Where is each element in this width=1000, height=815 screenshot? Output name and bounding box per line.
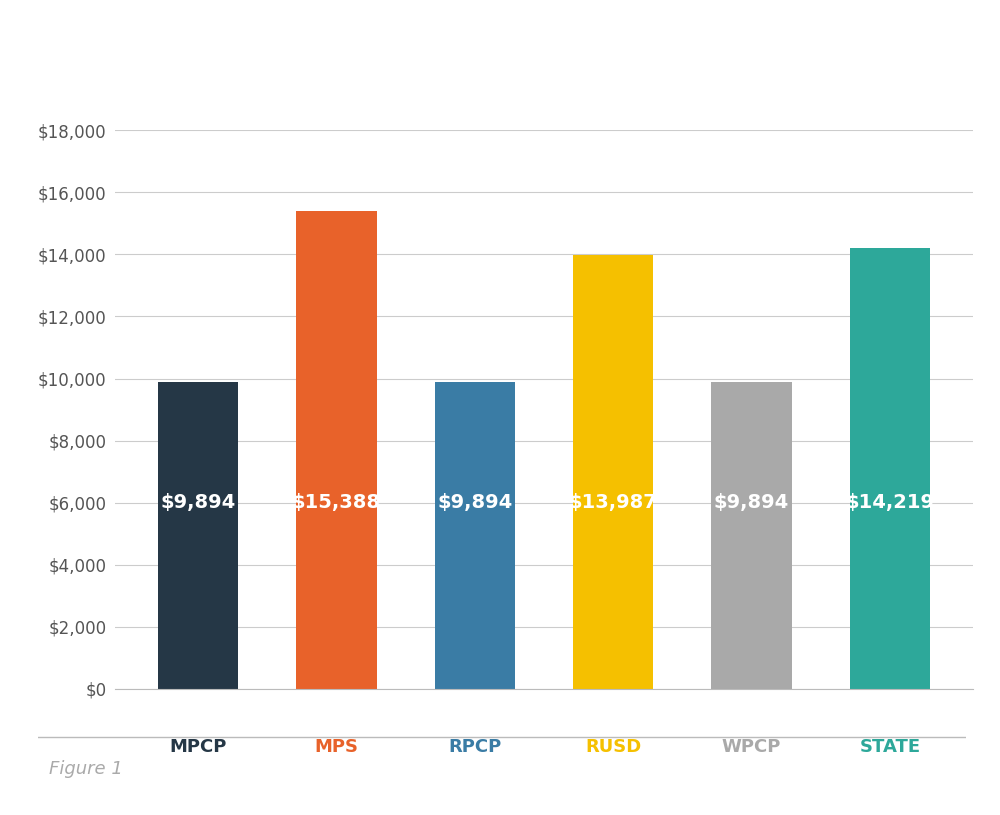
Text: RPCP: RPCP	[448, 738, 501, 756]
Text: $14,219: $14,219	[845, 493, 934, 512]
Bar	[573, 255, 653, 689]
Text: $15,388: $15,388	[292, 493, 381, 512]
Bar	[296, 211, 377, 689]
Text: Per Pupil Revenue: Per Pupil Revenue	[301, 55, 703, 93]
Text: STATE: STATE	[859, 738, 921, 756]
Text: Figure 1: Figure 1	[49, 760, 123, 778]
Text: $9,894: $9,894	[160, 493, 236, 512]
Bar	[850, 248, 930, 689]
Bar	[435, 381, 515, 689]
Bar	[711, 381, 792, 689]
Text: $13,987: $13,987	[569, 493, 658, 512]
Text: MPS: MPS	[314, 738, 358, 756]
Text: WPCP: WPCP	[722, 738, 781, 756]
Text: MPCP: MPCP	[169, 738, 227, 756]
Text: RUSD: RUSD	[585, 738, 641, 756]
Text: $9,894: $9,894	[437, 493, 512, 512]
Text: $9,894: $9,894	[714, 493, 789, 512]
Bar	[158, 381, 238, 689]
